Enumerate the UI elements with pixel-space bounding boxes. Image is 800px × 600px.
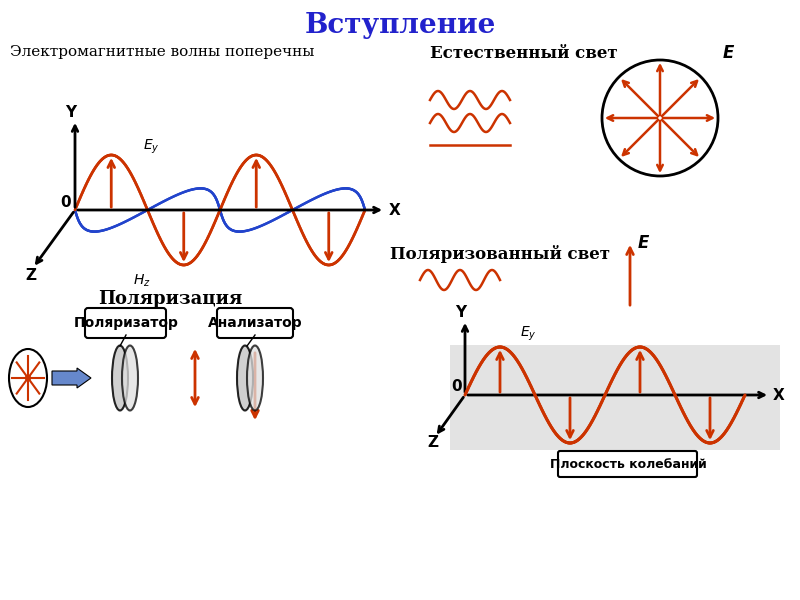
Ellipse shape xyxy=(112,346,128,410)
Circle shape xyxy=(26,376,30,380)
Text: Естественный свет: Естественный свет xyxy=(430,45,618,62)
Text: Y: Y xyxy=(65,105,76,120)
Text: Поляризованный свет: Поляризованный свет xyxy=(390,245,610,263)
Text: X: X xyxy=(389,203,401,218)
Text: Z: Z xyxy=(25,268,36,283)
Ellipse shape xyxy=(122,346,138,410)
Text: E: E xyxy=(723,44,734,62)
Text: X: X xyxy=(773,388,785,403)
Text: $E_y$: $E_y$ xyxy=(143,138,160,157)
Text: Вступление: Вступление xyxy=(304,12,496,39)
FancyArrow shape xyxy=(52,368,91,388)
Text: Поляризация: Поляризация xyxy=(98,290,242,308)
Text: 0: 0 xyxy=(451,379,462,394)
Text: Поляризатор: Поляризатор xyxy=(74,316,178,330)
Bar xyxy=(450,345,780,450)
Ellipse shape xyxy=(9,349,47,407)
FancyBboxPatch shape xyxy=(217,308,293,338)
Text: $E_y$: $E_y$ xyxy=(520,325,537,343)
Text: Электромагнитные волны поперечны: Электромагнитные волны поперечны xyxy=(10,45,314,59)
Text: Y: Y xyxy=(455,305,466,320)
Ellipse shape xyxy=(237,346,253,410)
Ellipse shape xyxy=(247,346,263,410)
FancyBboxPatch shape xyxy=(558,451,697,477)
Text: Анализатор: Анализатор xyxy=(208,316,302,330)
Text: Плоскость колебаний: Плоскость колебаний xyxy=(550,457,706,470)
FancyBboxPatch shape xyxy=(85,308,166,338)
Text: Z: Z xyxy=(427,435,438,450)
Text: $H_z$: $H_z$ xyxy=(133,273,150,289)
Text: 0: 0 xyxy=(60,195,70,210)
Text: E: E xyxy=(638,234,650,252)
